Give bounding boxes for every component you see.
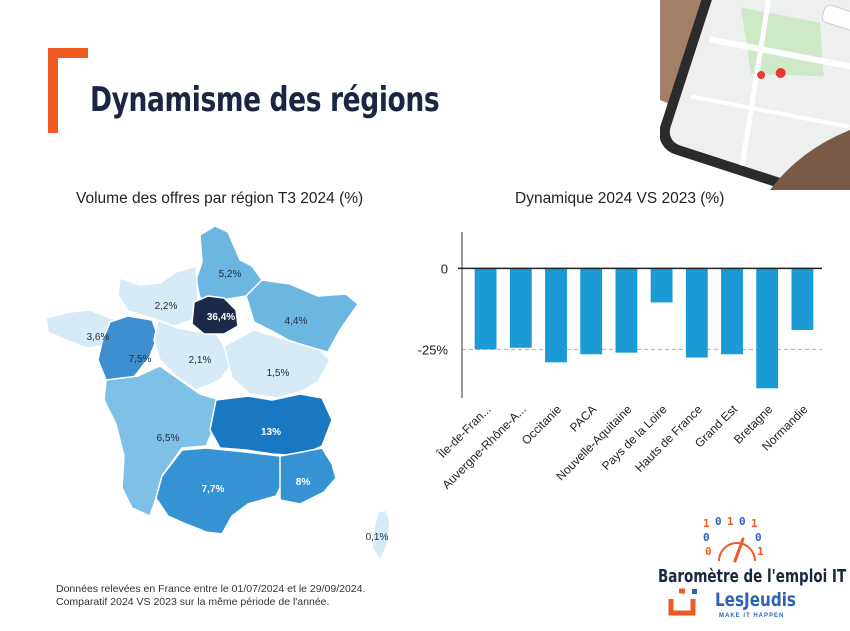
region-grand-est [245, 279, 359, 353]
label-hauts-de-france: 5,2% [219, 269, 242, 280]
bar-4 [615, 268, 638, 353]
label-centre-val-de-loire: 2,1% [189, 355, 212, 366]
svg-text:0: 0 [703, 531, 710, 544]
chart-title: Dynamique 2024 VS 2023 (%) [515, 190, 725, 207]
barometer-title: Baromètre de l'emploi IT [658, 566, 847, 587]
label-normandie: 2,2% [155, 301, 178, 312]
svg-text:1: 1 [727, 515, 734, 528]
region-centre-val-de-loire [153, 319, 233, 391]
bar-3 [580, 268, 603, 355]
label-pays-de-la-loire: 7,5% [129, 354, 152, 365]
region-corse [371, 509, 391, 561]
svg-text:0: 0 [739, 515, 746, 528]
label-corse: 0,1% [366, 532, 389, 543]
x-tick-label: Occitanie [519, 402, 565, 448]
label-bretagne: 3,6% [87, 332, 110, 343]
label-ile-de-france: 36,4% [207, 312, 235, 323]
bar-9 [791, 268, 814, 330]
footnote-line-2: Comparatif 2024 VS 2023 sur la même péri… [56, 596, 330, 608]
bar-7 [721, 268, 743, 355]
svg-text:1: 1 [751, 517, 758, 530]
bar-0 [474, 268, 497, 350]
france-region-map: 5,2% 2,2% 36,4% 4,4% 3,6% 7,5% 2,1% 1,5%… [45, 225, 391, 561]
label-auvergne-rhone-alpes: 13% [261, 427, 281, 438]
footnote-line-1: Données relevées en France entre le 01/0… [56, 583, 366, 595]
region-paca [279, 447, 337, 505]
y-tick-label: -25% [418, 342, 449, 357]
region-occitanie [155, 447, 287, 535]
bar-6 [685, 268, 708, 358]
region-bourgogne-franche-comte [223, 329, 331, 399]
page-title: Dynamisme des régions [90, 80, 440, 120]
footnote: Données relevées en France entre le 01/0… [56, 583, 365, 609]
label-grand-est: 4,4% [285, 316, 308, 327]
region-pays-de-la-loire [97, 315, 159, 391]
accent-bracket-icon [48, 48, 88, 133]
svg-text:0: 0 [715, 515, 722, 528]
svg-text:0: 0 [705, 545, 712, 558]
label-nouvelle-aquitaine: 6,5% [157, 433, 180, 444]
bar-5 [650, 268, 673, 303]
brand-name: LesJeudis [715, 589, 796, 611]
brand-tagline: MAKE IT HAPPEN [719, 613, 785, 619]
svg-text:0: 0 [755, 531, 762, 544]
dynamique-bar-chart: 0-25%Île-de-Fran...Auvergne-Rhône-A...Oc… [418, 232, 822, 492]
label-occitanie: 7,7% [202, 484, 225, 495]
bar-2 [545, 268, 567, 363]
svg-text:1: 1 [703, 517, 710, 530]
region-auvergne-rhone-alpes [209, 393, 333, 457]
map-subtitle: Volume des offres par région T3 2024 (%) [76, 190, 364, 207]
region-ile-de-france [191, 295, 239, 335]
bar-1 [509, 268, 532, 348]
bar-8 [756, 268, 779, 389]
y-tick-label: 0 [441, 261, 448, 276]
label-bourgogne-franche-comte: 1,5% [267, 368, 290, 379]
svg-text:1: 1 [757, 545, 764, 558]
label-paca: 8% [296, 477, 311, 488]
x-tick-label: PACA [567, 402, 599, 434]
phone-map-photo [660, 0, 850, 190]
